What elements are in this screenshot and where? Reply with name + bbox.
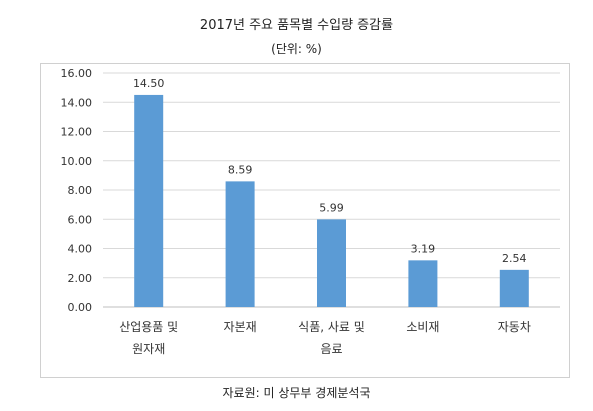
x-tick-label: 자본재 [224, 320, 257, 334]
y-tick-label: 6.00 [68, 213, 93, 226]
y-tick-label: 2.00 [68, 272, 93, 285]
x-tick-label: 식품, 사료 및 [298, 320, 365, 334]
y-tick-label: 0.00 [68, 301, 93, 314]
y-tick-label: 16.00 [61, 67, 93, 80]
data-label: 14.50 [133, 77, 165, 90]
data-label: 2.54 [502, 252, 527, 265]
data-label: 8.59 [228, 163, 253, 176]
x-tick-label: 자동차 [498, 320, 531, 334]
chart-frame [40, 63, 570, 378]
y-tick-label: 12.00 [61, 126, 93, 139]
x-tick-label: 원자재 [132, 342, 165, 356]
y-tick-label: 14.00 [61, 96, 93, 109]
bar [408, 260, 438, 307]
data-label: 5.99 [319, 201, 344, 214]
x-tick-label: 산업용품 및 [119, 320, 178, 334]
y-tick-label: 8.00 [68, 184, 93, 197]
bar [134, 94, 164, 307]
chart-unit: (단위: %) [271, 42, 322, 56]
y-tick-label: 4.00 [68, 243, 93, 256]
y-tick-label: 10.00 [61, 155, 93, 168]
x-tick-label: 음료 [320, 342, 342, 356]
x-tick-label: 소비재 [406, 320, 439, 334]
chart-title: 2017년 주요 품목별 수입량 증감률 [199, 18, 394, 33]
source-note: 자료원: 미 상무부 경제분석국 [222, 386, 371, 400]
data-label: 3.19 [411, 242, 436, 255]
bar [499, 269, 529, 307]
bar [225, 181, 255, 307]
bar [317, 219, 346, 307]
